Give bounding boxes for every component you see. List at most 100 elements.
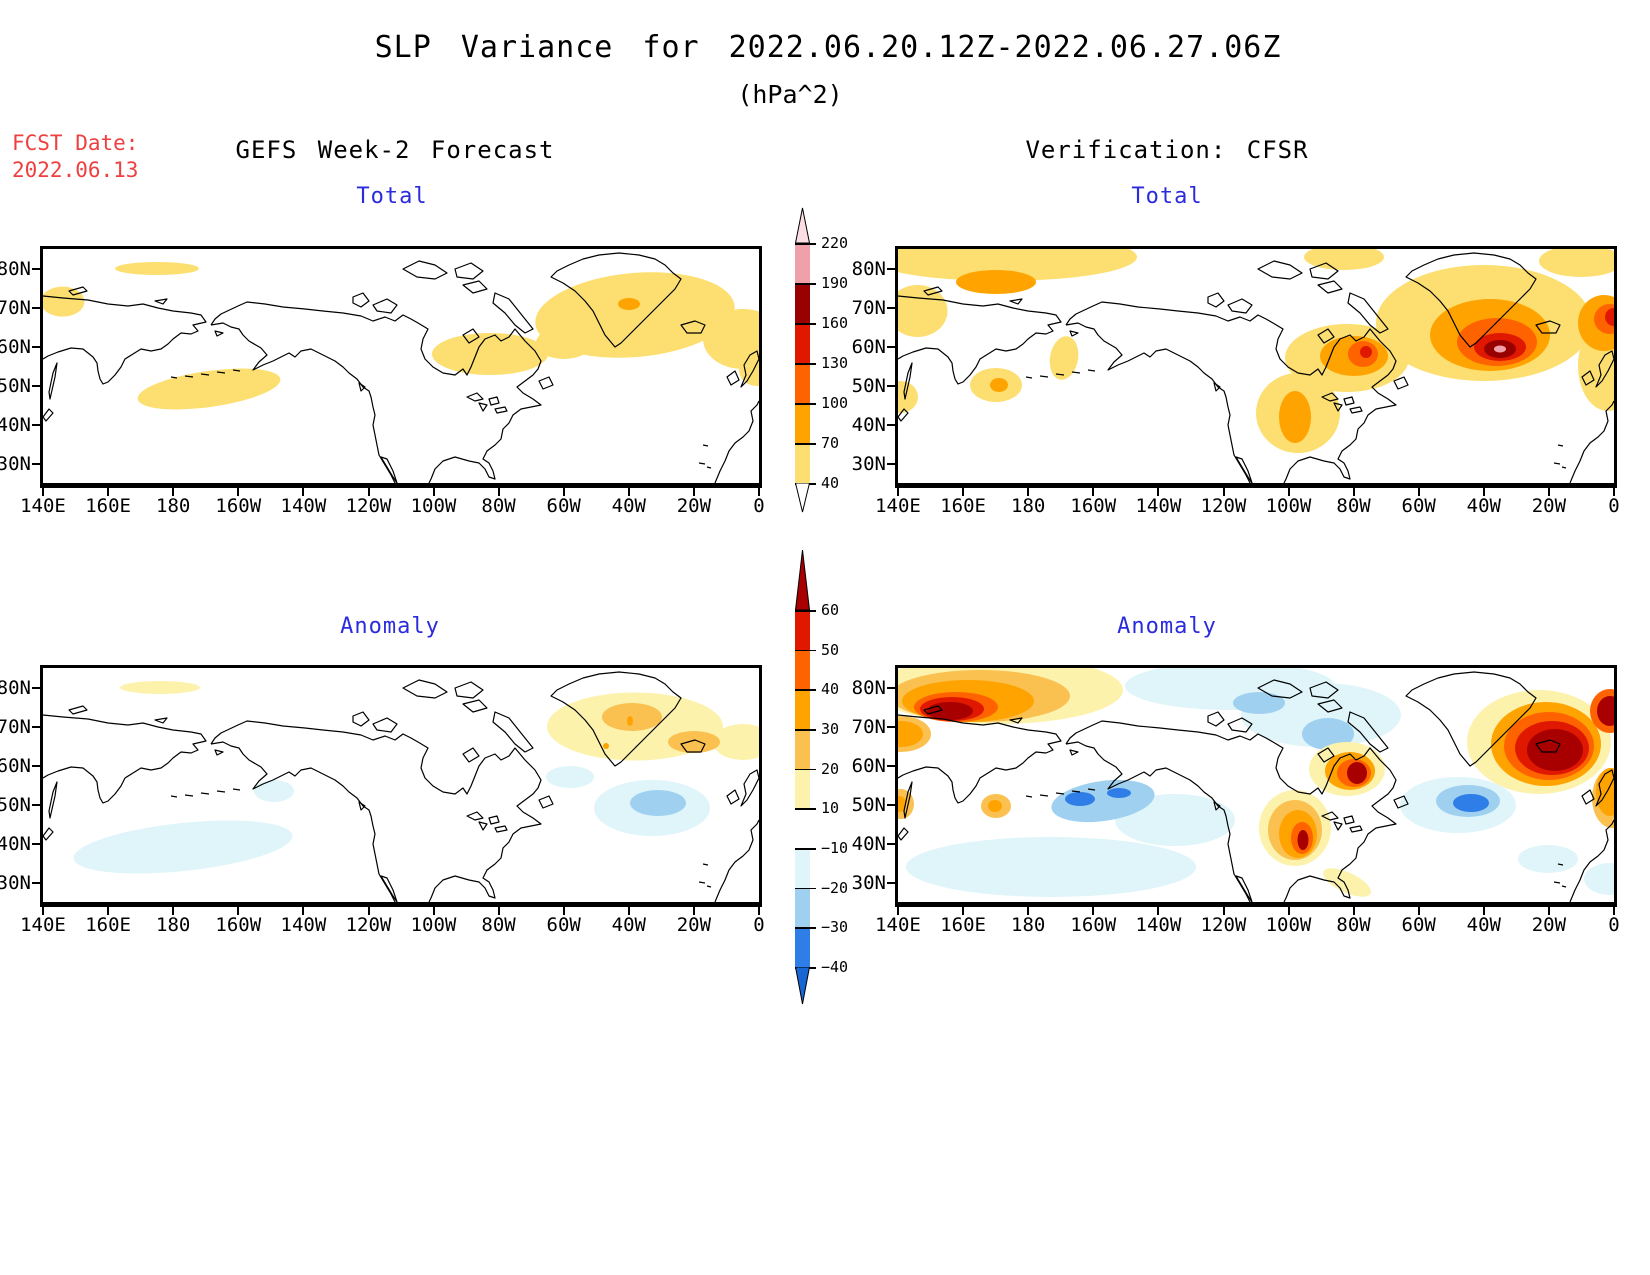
contour-field <box>1605 308 1614 326</box>
coastline <box>462 280 488 294</box>
right-column-header: Verification: CFSR <box>1025 136 1309 164</box>
contour-field <box>898 285 948 337</box>
colorbar-tick-label: 100 <box>821 394 849 412</box>
colorbar-tick-label: 190 <box>821 274 849 292</box>
colorbar-segment <box>795 443 810 483</box>
lon-tick-label: 160W <box>215 495 262 517</box>
lat-tick-label: 70N <box>851 715 886 738</box>
contour-field <box>1453 794 1489 812</box>
coastline <box>214 330 224 337</box>
lon-tick <box>1222 907 1225 915</box>
lon-tick-label: 180 <box>1011 914 1046 936</box>
lon-tick <box>107 488 110 496</box>
lon-tick-label: 140W <box>280 914 327 936</box>
colorbar-segment <box>795 848 810 888</box>
coastline <box>43 827 54 841</box>
coastline <box>1257 679 1303 699</box>
map-svg <box>43 671 759 902</box>
colorbar-segment <box>795 649 810 690</box>
coastline <box>1309 681 1339 699</box>
lon-tick-label: 60W <box>1401 495 1436 517</box>
coastline <box>1393 795 1409 809</box>
colorbar-tick-label: 20 <box>821 759 840 778</box>
contour-field <box>536 327 592 359</box>
lon-tick <box>1027 488 1030 496</box>
lon-tick <box>1613 488 1615 496</box>
lat-tick-label: 50N <box>851 374 886 397</box>
left-column-header: GEFS Week-2 Forecast <box>235 136 555 164</box>
coastline <box>550 671 682 767</box>
lon-tick <box>962 907 965 915</box>
colorbar-tick-label: 10 <box>821 799 840 818</box>
coastline <box>1227 298 1253 314</box>
colorbar-tick <box>795 443 816 445</box>
lat-tick-label: 30N <box>851 871 886 894</box>
lat-tick-label: 70N <box>0 296 31 319</box>
lat-tick-label: 70N <box>851 296 886 319</box>
contour-field <box>898 381 918 413</box>
lon-tick <box>1417 907 1420 915</box>
lon-tick <box>1482 907 1485 915</box>
contour-field <box>602 703 662 731</box>
coastline <box>492 292 534 334</box>
coastline <box>898 827 909 841</box>
coastline <box>1347 711 1389 753</box>
lon-tick-label: 180 <box>156 914 191 936</box>
lon-tick-label: 0 <box>753 495 765 517</box>
coastline <box>466 811 508 833</box>
contour-field <box>630 790 686 816</box>
lat-tick <box>887 462 895 465</box>
contour-field <box>546 766 594 788</box>
contour-field <box>115 262 199 275</box>
coastline <box>1207 292 1225 308</box>
lat-tick <box>887 725 895 728</box>
coastline <box>380 875 398 902</box>
contour-field <box>1584 863 1614 895</box>
map-panel-gefs-total: 140E 160E 180 160W 140W 120W 100W 80W 60W 40W 20W 0… <box>0 246 765 517</box>
colorbar-total: 220 190 160 130 100 70 40 <box>795 207 865 513</box>
lon-tick-label: 140E <box>20 495 66 517</box>
lat-tick <box>887 881 895 884</box>
lon-tick <box>42 907 44 915</box>
contour-field <box>1527 729 1583 771</box>
colorbar-tick <box>795 808 816 810</box>
colorbar-tick <box>795 403 816 405</box>
contour-field <box>1539 249 1614 277</box>
coastline <box>923 705 943 715</box>
lat-tick <box>887 686 895 689</box>
coastline <box>1235 456 1253 483</box>
lat-tick-label: 30N <box>0 452 31 475</box>
coastline <box>210 301 542 483</box>
contour-field <box>898 249 1137 281</box>
lon-tick-label: 80W <box>1336 914 1371 936</box>
lon-tick <box>432 488 435 496</box>
coastline <box>1553 863 1567 888</box>
coastline <box>462 699 488 713</box>
lon-tick-label: 140W <box>280 495 327 517</box>
coastline <box>1069 330 1079 337</box>
colorbar-tick-label: 70 <box>821 434 840 452</box>
map-svg <box>43 252 759 483</box>
lon-tick <box>1092 907 1095 915</box>
coastline <box>68 705 88 715</box>
lat-tick-label: 30N <box>0 871 31 894</box>
coastline <box>43 714 207 804</box>
lon-tick <box>1482 488 1485 496</box>
lon-tick-label: 140E <box>20 914 66 936</box>
lon-tick <box>1092 488 1095 496</box>
lat-tick-label: 80N <box>0 257 31 280</box>
main-title: SLP Variance for 2022.06.20.12Z-2022.06.… <box>374 30 1282 65</box>
coastline <box>1535 320 1561 334</box>
coastline <box>680 320 706 334</box>
lon-tick <box>367 488 370 496</box>
contour-field <box>1233 692 1285 714</box>
coastline <box>68 286 88 296</box>
coastline <box>903 362 913 400</box>
lon-tick-label: 140W <box>1135 495 1182 517</box>
colorbar-segment <box>795 403 810 443</box>
coastline <box>1595 769 1614 807</box>
lon-tick-label: 160E <box>940 495 986 517</box>
contour-field <box>1360 346 1372 358</box>
coastline <box>1321 811 1363 833</box>
lon-tick <box>1157 488 1160 496</box>
